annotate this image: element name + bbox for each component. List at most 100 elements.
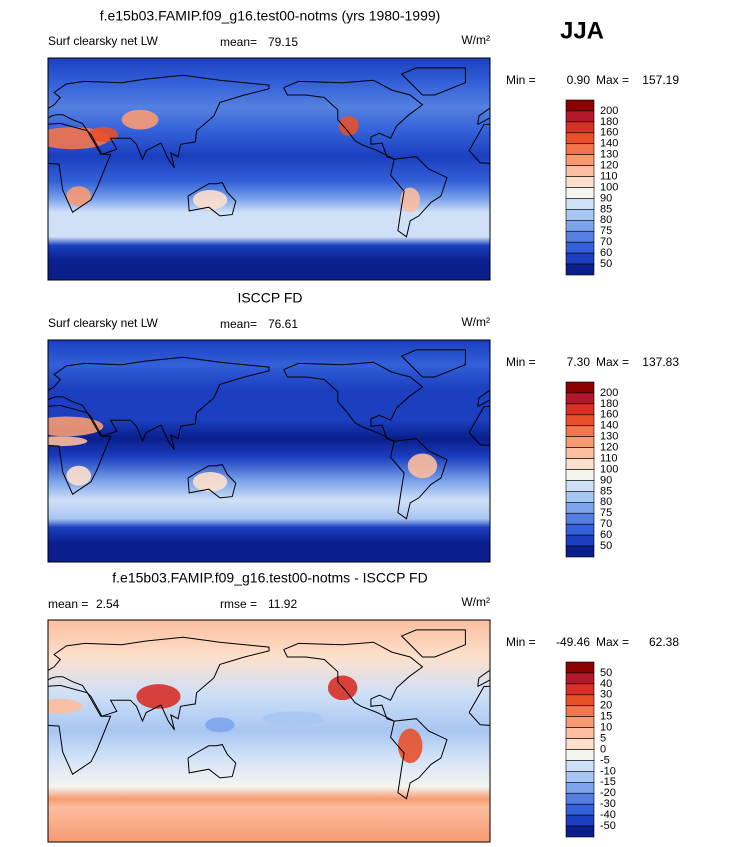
colorbar-label: 160: [600, 409, 618, 421]
units: W/m²: [461, 595, 490, 609]
colorbar-label: 80: [600, 214, 612, 226]
colorbar-box: [565, 545, 595, 558]
coastline: [390, 718, 448, 800]
colorbar-label: -30: [600, 798, 616, 810]
colorbar-label: 130: [600, 431, 618, 443]
colorbar-label: 70: [600, 236, 612, 248]
min-label: Min =: [506, 355, 536, 369]
colorbar-label: 160: [600, 127, 618, 139]
colorbar-box: [565, 132, 595, 145]
stat-value: 76.61: [268, 317, 298, 331]
coastline: [0, 439, 5, 519]
coastline: [0, 630, 23, 657]
coastline: [630, 745, 678, 778]
stat-value: 2.54: [96, 597, 120, 611]
min-label: Min =: [506, 635, 536, 649]
colorbar-label: -15: [600, 776, 616, 788]
colorbar-label: 200: [600, 105, 618, 117]
colorbar-label: 200: [600, 387, 618, 399]
subtitle: Surf clearsky net LW: [48, 316, 158, 330]
coastline: [630, 465, 678, 498]
colorbar-label: 15: [600, 711, 612, 723]
colorbar-label: -40: [600, 809, 616, 821]
colorbar-label: 75: [600, 507, 612, 519]
colorbar-label: 80: [600, 496, 612, 508]
coastline: [477, 389, 490, 408]
stat-label: rmse =: [220, 597, 257, 611]
min-value: 7.30: [567, 355, 591, 369]
colorbar-label: 180: [600, 398, 618, 410]
map-anomaly: [407, 453, 438, 479]
coastline: [390, 156, 448, 238]
map-anomaly: [48, 698, 83, 714]
colorbar-box: [565, 672, 595, 685]
colorbar-box: [565, 727, 595, 739]
colorbar-label: 90: [600, 474, 612, 486]
colorbar-box: [565, 425, 595, 437]
map-anomaly: [262, 711, 325, 727]
colorbar-box: [565, 220, 595, 232]
map-anomaly: [397, 728, 423, 764]
map-field: [48, 58, 490, 280]
colorbar-box: [565, 99, 595, 112]
colorbar-label: 30: [600, 689, 612, 701]
colorbar-box: [565, 121, 595, 134]
colorbar-box: [565, 782, 595, 794]
colorbar-label: 60: [600, 247, 612, 259]
colorbar-box: [565, 705, 595, 717]
map: [0, 340, 678, 562]
stat-label: mean=: [220, 317, 257, 331]
colorbar-box: [565, 252, 595, 265]
coastline: [187, 464, 237, 499]
coastline: [283, 361, 424, 442]
colorbar-box: [565, 263, 595, 276]
max-value: 137.83: [642, 355, 679, 369]
coastline: [477, 669, 490, 688]
map-anomaly: [400, 187, 421, 213]
colorbar-label: 20: [600, 700, 612, 712]
colorbar-box: [565, 154, 595, 166]
map-anomaly: [192, 471, 228, 492]
panel-title: f.e15b03.FAMIP.f09_g16.test00-notms - IS…: [112, 570, 427, 586]
coastline: [400, 629, 466, 658]
colorbar-box: [565, 683, 595, 696]
colorbar-box: [565, 716, 595, 728]
coastline: [48, 74, 270, 169]
map-anomaly: [192, 189, 228, 210]
colorbar-box: [565, 803, 595, 816]
colorbar-box: [565, 749, 595, 761]
season-label: JJA: [560, 17, 604, 44]
colorbar-box: [565, 436, 595, 448]
max-value: 62.38: [649, 635, 679, 649]
map-anomaly: [48, 416, 104, 437]
colorbar-label: 100: [600, 181, 618, 193]
coastline: [400, 349, 466, 378]
coastline: [48, 636, 270, 731]
colorbar-label: 50: [600, 667, 612, 679]
units: W/m²: [461, 33, 490, 47]
coastline: [283, 641, 424, 722]
colorbar-box: [565, 209, 595, 221]
min-value: -49.46: [556, 635, 590, 649]
colorbar-label: 140: [600, 138, 618, 150]
map-anomaly: [66, 465, 91, 486]
colorbar-box: [565, 165, 595, 177]
colorbar-box: [565, 143, 595, 155]
map-frame: [47, 339, 491, 563]
colorbar-box: [565, 512, 595, 525]
max-value: 157.19: [642, 73, 679, 87]
coastline: [0, 68, 23, 95]
map-anomaly: [48, 436, 88, 447]
colorbar-label: 50: [600, 540, 612, 552]
colorbar-box: [565, 230, 595, 243]
colorbar-box: [565, 738, 595, 750]
colorbar-box: [565, 771, 595, 783]
coastline: [48, 404, 112, 495]
colorbar-label: -5: [600, 754, 610, 766]
colorbar-box: [565, 403, 595, 416]
colorbar-box: [565, 825, 595, 838]
map-frame: [47, 619, 491, 843]
colorbar-label: -50: [600, 820, 616, 832]
map-anomaly: [121, 109, 159, 130]
max-label: Max =: [596, 355, 629, 369]
